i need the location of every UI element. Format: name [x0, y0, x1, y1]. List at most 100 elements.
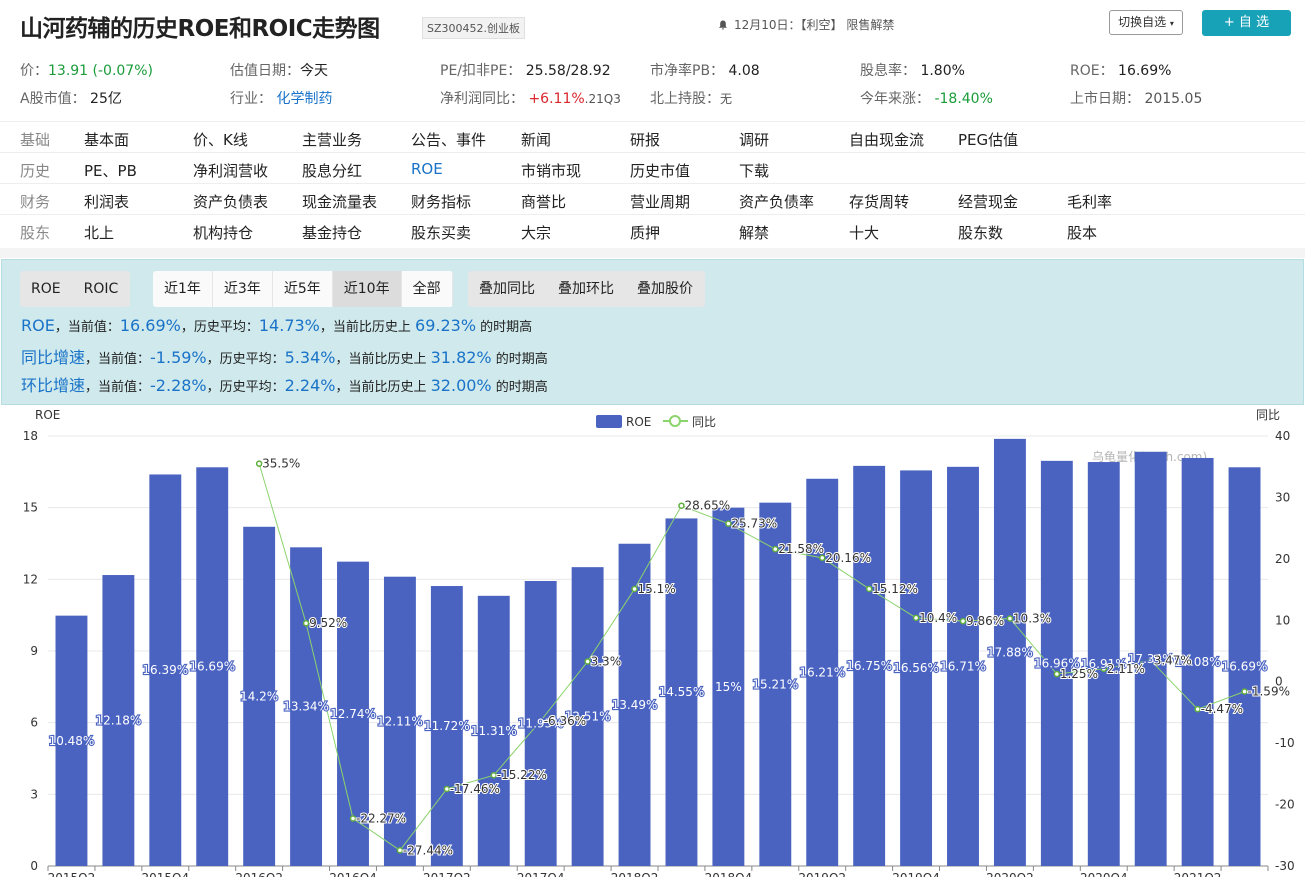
yoy-point[interactable] — [631, 585, 638, 593]
toggle-button[interactable]: ROIC — [72, 271, 131, 307]
roe-bar[interactable] — [430, 586, 463, 866]
nav-link[interactable]: 主营业务 — [302, 131, 363, 149]
yoy-point[interactable] — [584, 658, 591, 665]
yoy-point[interactable] — [678, 502, 685, 509]
roe-bar[interactable] — [853, 465, 886, 866]
nav-link[interactable]: 解禁 — [739, 224, 770, 242]
roe-bar[interactable] — [383, 576, 416, 866]
nav-link[interactable]: 质押 — [630, 224, 661, 242]
nav-link[interactable]: 价、K线 — [193, 131, 248, 149]
yoy-point[interactable] — [537, 717, 544, 725]
nav-link[interactable]: 新闻 — [521, 131, 552, 149]
toggle-button[interactable]: 叠加股价 — [626, 271, 705, 307]
roe-bar[interactable] — [947, 466, 979, 866]
yoy-point[interactable] — [1241, 688, 1248, 695]
notice-bar[interactable]: 12月10日：【利空】 限售解禁 — [718, 16, 894, 33]
legend-roe-swatch[interactable] — [596, 415, 622, 428]
yoy-point[interactable] — [1053, 670, 1061, 678]
yoy-point[interactable] — [725, 520, 732, 527]
roe-bar[interactable] — [900, 470, 933, 866]
add-watchlist-button[interactable]: + 自 选 — [1202, 10, 1291, 36]
roe-bar[interactable] — [618, 543, 651, 866]
yoy-point[interactable] — [443, 785, 451, 793]
nav-link[interactable]: 基金持仓 — [302, 224, 363, 242]
yoy-point[interactable] — [302, 619, 310, 627]
yoy-point[interactable] — [396, 847, 404, 854]
nav-link[interactable]: 资产负债率 — [739, 193, 815, 211]
nav-link[interactable]: PE、PB — [84, 162, 137, 180]
roe-bar[interactable] — [102, 575, 135, 866]
nav-link[interactable]: 毛利率 — [1067, 193, 1113, 211]
roe-bar[interactable] — [759, 502, 792, 866]
nav-link[interactable]: 市销市现 — [521, 162, 582, 180]
nav-link[interactable]: 历史市值 — [630, 162, 691, 180]
summary-cur: 16.69% — [119, 316, 181, 335]
toggle-button[interactable]: 叠加环比 — [547, 271, 626, 307]
industry-link[interactable]: 化学制药 — [276, 91, 333, 107]
roe-bar[interactable] — [665, 518, 698, 866]
legend-roe-label[interactable]: ROE — [626, 415, 651, 429]
roe-bar[interactable] — [712, 507, 745, 866]
nav-link[interactable]: 研报 — [630, 131, 661, 149]
nav-link[interactable]: 调研 — [739, 131, 770, 149]
nav-link[interactable]: 利润表 — [84, 193, 130, 211]
nav-link[interactable]: 北上 — [84, 224, 115, 242]
roe-bar[interactable] — [1040, 460, 1073, 866]
yoy-point[interactable] — [1194, 705, 1201, 713]
roe-bar[interactable] — [196, 467, 229, 866]
roe-bar[interactable] — [993, 438, 1026, 866]
nav-link[interactable]: PEG估值 — [958, 131, 1019, 149]
nav-link[interactable]: 大宗 — [521, 224, 552, 242]
toggle-button[interactable]: 叠加同比 — [468, 271, 547, 307]
nav-link[interactable]: 股东数 — [958, 224, 1004, 242]
roe-bar[interactable] — [806, 478, 839, 866]
yoy-point[interactable] — [1006, 615, 1014, 622]
yoy-point[interactable] — [255, 460, 263, 467]
yoy-point[interactable] — [772, 545, 779, 553]
nav-link[interactable]: 财务指标 — [411, 193, 472, 211]
nav-link[interactable]: 股息分红 — [302, 162, 363, 180]
roe-bar[interactable] — [1228, 467, 1261, 866]
toggle-button[interactable]: 全部 — [401, 271, 453, 307]
roe-bar[interactable] — [1181, 457, 1214, 866]
yoy-point[interactable] — [818, 554, 826, 562]
roe-bar[interactable] — [149, 474, 182, 866]
roe-bar[interactable] — [1087, 462, 1120, 866]
switch-watchlist-button[interactable]: 切换自选 ▾ — [1109, 10, 1183, 35]
nav-link[interactable]: 现金流量表 — [302, 193, 378, 211]
yoy-point[interactable] — [1100, 665, 1108, 673]
yoy-point[interactable] — [490, 771, 498, 779]
nav-link[interactable]: 十大 — [849, 224, 880, 242]
roe-bar[interactable] — [477, 595, 510, 866]
roe-bar[interactable] — [243, 526, 276, 866]
nav-link[interactable]: ROE — [411, 160, 443, 178]
nav-link[interactable]: 机构持仓 — [193, 224, 254, 242]
nav-link[interactable]: 股本 — [1067, 224, 1098, 242]
toggle-button[interactable]: 近3年 — [212, 271, 273, 307]
roe-bar[interactable] — [571, 567, 604, 866]
nav-link[interactable]: 营业周期 — [630, 193, 691, 211]
yoy-point[interactable] — [959, 617, 967, 625]
legend-yoy-label[interactable]: 同比 — [692, 415, 716, 429]
roe-bar[interactable] — [290, 547, 323, 866]
nav-link[interactable]: 自由现金流 — [849, 131, 925, 149]
nav-link[interactable]: 公告、事件 — [411, 131, 487, 149]
toggle-button[interactable]: ROE — [20, 271, 73, 307]
yoy-point[interactable] — [349, 815, 357, 822]
toggle-button[interactable]: 近5年 — [272, 271, 333, 307]
roe-bar[interactable] — [55, 615, 88, 866]
nav-link[interactable]: 基本面 — [84, 131, 130, 149]
yoy-point[interactable] — [865, 585, 873, 593]
nav-link[interactable]: 商誉比 — [521, 193, 567, 211]
yoy-point[interactable] — [1147, 657, 1154, 664]
nav-link[interactable]: 下载 — [739, 162, 770, 180]
nav-link[interactable]: 股东买卖 — [411, 224, 472, 242]
nav-link[interactable]: 经营现金 — [958, 193, 1019, 211]
nav-link[interactable]: 存货周转 — [849, 193, 910, 211]
nav-link[interactable]: 净利润营收 — [193, 162, 269, 180]
toggle-button[interactable]: 近1年 — [153, 271, 213, 307]
toggle-button[interactable]: 近10年 — [332, 271, 402, 307]
nav-link[interactable]: 资产负债表 — [193, 193, 269, 211]
stock-code-badge[interactable]: SZ300452.创业板 — [422, 17, 526, 39]
yoy-point[interactable] — [912, 614, 920, 622]
